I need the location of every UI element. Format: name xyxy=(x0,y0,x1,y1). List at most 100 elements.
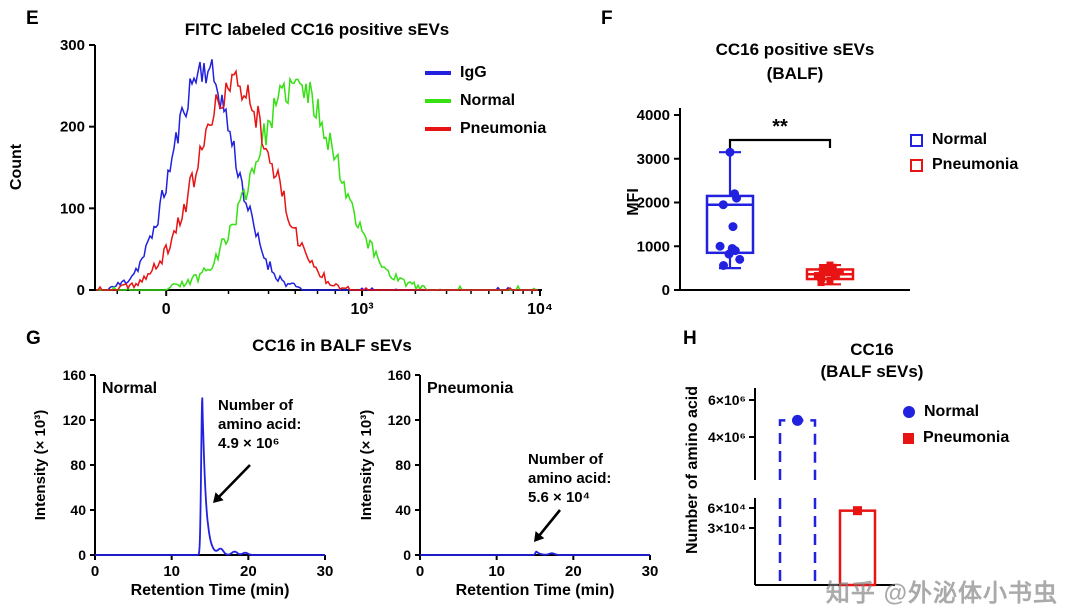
svg-text:0: 0 xyxy=(162,301,171,318)
legend-label: Normal xyxy=(932,131,988,148)
svg-text:80: 80 xyxy=(395,457,411,473)
svg-text:1000: 1000 xyxy=(637,238,670,255)
panel-g2-xlabel: Retention Time (min) xyxy=(455,582,615,599)
data-point xyxy=(732,193,742,203)
panel-e-title: FITC labeled CC16 positive sEVs xyxy=(184,20,450,39)
legend-entry: Normal xyxy=(910,131,1018,149)
panel-g1-subtitle: Normal xyxy=(102,380,158,397)
annotation-line: amino acid: xyxy=(218,416,302,433)
bar-top-marker xyxy=(792,414,803,426)
legend-label: IgG xyxy=(460,64,487,81)
panel-f-title-line2: (BALF) xyxy=(766,64,824,83)
legend-dot-marker xyxy=(903,406,915,418)
svg-text:6×10⁴: 6×10⁴ xyxy=(708,500,747,516)
data-point xyxy=(725,147,735,157)
data-point xyxy=(832,271,840,279)
svg-text:3000: 3000 xyxy=(637,151,670,168)
data-point xyxy=(818,275,826,283)
series-pneumonia-curve xyxy=(96,69,538,291)
bar-pneumonia xyxy=(838,506,877,587)
svg-text:160: 160 xyxy=(63,367,87,383)
chromatogram-normal-trace xyxy=(95,397,325,556)
svg-text:40: 40 xyxy=(70,502,86,518)
svg-text:10³: 10³ xyxy=(350,301,373,318)
legend-label: Normal xyxy=(924,403,980,420)
panel-g2-subtitle: Pneumonia xyxy=(427,380,514,397)
panel-f-chart: 0 1000 2000 3000 4000 ** xyxy=(637,107,910,299)
legend-open-square-marker xyxy=(910,158,923,172)
svg-text:2000: 2000 xyxy=(637,195,670,212)
data-point xyxy=(724,249,734,259)
legend-label: Pneumonia xyxy=(923,429,1010,446)
legend-entry: IgG xyxy=(425,64,546,82)
panel-label-f: F xyxy=(601,8,613,29)
panel-g-title: CC16 in BALF sEVs xyxy=(252,336,412,355)
panel-label-h: H xyxy=(683,328,697,349)
legend-line-marker xyxy=(425,126,451,132)
significance-stars: ** xyxy=(772,116,788,138)
data-point xyxy=(825,269,833,277)
data-point xyxy=(719,261,729,270)
legend-entry: Pneumonia xyxy=(425,120,546,138)
svg-text:10: 10 xyxy=(163,563,180,580)
panel-label-e: E xyxy=(26,8,39,29)
legend-line-marker xyxy=(425,98,451,104)
panel-f-title-line1: CC16 positive sEVs xyxy=(715,40,875,59)
svg-text:0: 0 xyxy=(403,547,411,563)
bar-normal xyxy=(778,414,817,585)
annotation-line: 5.6 × 10⁴ xyxy=(528,489,591,506)
legend-entry: Pneumonia xyxy=(910,156,1018,174)
svg-text:30: 30 xyxy=(317,563,334,580)
svg-text:10⁴: 10⁴ xyxy=(527,301,553,318)
svg-text:0: 0 xyxy=(91,563,99,580)
legend-open-square-marker xyxy=(910,133,923,147)
legend-label: Pneumonia xyxy=(932,156,1019,173)
svg-text:20: 20 xyxy=(565,563,582,580)
svg-text:0: 0 xyxy=(662,282,670,299)
svg-text:40: 40 xyxy=(395,502,411,518)
legend-entry: Normal xyxy=(425,92,546,110)
legend-line-marker xyxy=(425,70,451,76)
svg-text:120: 120 xyxy=(388,412,412,428)
svg-text:4000: 4000 xyxy=(637,107,670,124)
svg-text:100: 100 xyxy=(60,200,85,217)
data-point xyxy=(826,276,834,284)
panel-g1-annotation: Number of amino acid: 4.9 × 10⁶ xyxy=(218,396,301,453)
svg-text:20: 20 xyxy=(240,563,257,580)
panel-h-chart: 6×10⁶ 4×10⁶ 6×10⁴ 3×10⁴ xyxy=(708,388,895,587)
legend-label: Normal xyxy=(460,92,516,109)
panel-g1-xlabel: Retention Time (min) xyxy=(130,582,290,599)
svg-text:120: 120 xyxy=(63,412,87,428)
svg-text:200: 200 xyxy=(60,119,85,136)
svg-text:0: 0 xyxy=(77,282,85,299)
panel-h-legend: Normal Pneumonia xyxy=(903,403,1009,455)
box-normal xyxy=(705,147,755,270)
panel-label-g: G xyxy=(26,328,41,349)
svg-text:0: 0 xyxy=(78,547,86,563)
svg-text:6×10⁶: 6×10⁶ xyxy=(708,392,746,408)
legend-entry: Normal xyxy=(903,403,1009,421)
data-point xyxy=(829,263,837,271)
significance-bracket xyxy=(728,138,832,148)
svg-text:80: 80 xyxy=(70,457,86,473)
annotation-line: 4.9 × 10⁶ xyxy=(218,435,280,452)
annotation-line: amino acid: xyxy=(528,470,612,487)
bar-top-marker xyxy=(853,506,862,516)
svg-text:160: 160 xyxy=(388,367,412,383)
data-point xyxy=(836,268,844,276)
svg-text:3×10⁴: 3×10⁴ xyxy=(708,520,747,536)
data-point xyxy=(728,222,738,232)
data-point xyxy=(735,254,745,264)
legend-entry: Pneumonia xyxy=(903,429,1009,447)
svg-text:10: 10 xyxy=(488,563,505,580)
data-point xyxy=(818,266,826,274)
panel-h-title-line2: (BALF sEVs) xyxy=(820,362,924,381)
panel-h-title-line1: CC16 xyxy=(850,340,894,359)
data-point xyxy=(715,241,725,251)
panel-g-chart: 0 40 80 120 160 0 10 20 30 0 40 80 120 160 0 10 20 30 xyxy=(63,367,659,580)
svg-text:30: 30 xyxy=(642,563,659,580)
panel-g2-annotation: Number of amino acid: 5.6 × 10⁴ xyxy=(528,450,611,507)
panel-e-chart: 0 100 200 300 0 10³ 10⁴ xyxy=(60,37,553,318)
data-point xyxy=(718,200,728,210)
